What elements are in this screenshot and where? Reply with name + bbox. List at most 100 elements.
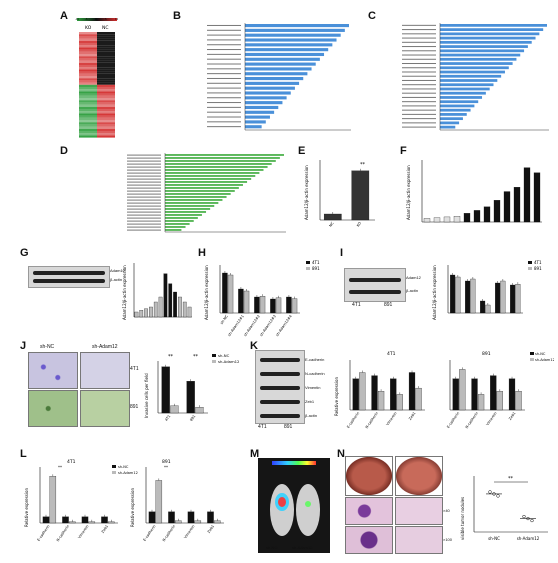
bar bbox=[440, 91, 486, 95]
panel-label-m: M bbox=[250, 448, 260, 460]
heatmap-cell bbox=[97, 47, 115, 50]
g-bar bbox=[139, 310, 144, 318]
bar bbox=[245, 62, 316, 66]
j-significance: ** bbox=[193, 354, 199, 360]
h-bar bbox=[254, 296, 260, 314]
j-row-label-4t1: 4T1 bbox=[130, 366, 139, 372]
heatmap-cell bbox=[97, 87, 115, 90]
l-right-bar bbox=[207, 511, 214, 524]
heatmap-cell bbox=[97, 128, 115, 131]
term-label bbox=[207, 111, 241, 113]
i-ylabel: Adam12/β-actin expression bbox=[432, 265, 437, 320]
heatmap-scale-tick: -10 bbox=[75, 18, 79, 21]
term-label bbox=[127, 211, 161, 213]
k-left-bar bbox=[371, 375, 378, 411]
heatmap-cell bbox=[79, 78, 97, 81]
l-right-tick-label: N-cadherin bbox=[162, 524, 176, 542]
m-label-nc: sh-NC bbox=[266, 545, 278, 550]
f-bar bbox=[473, 210, 481, 223]
n-point bbox=[492, 492, 496, 496]
i-bar bbox=[450, 274, 456, 314]
term-label bbox=[402, 101, 436, 103]
k-ylabel: Relative expression bbox=[334, 377, 339, 416]
f-bar bbox=[513, 187, 521, 223]
heatmap-cell bbox=[97, 126, 115, 129]
term-label bbox=[207, 97, 241, 99]
panel-e-chart: Adam12/β-actin expression NC KO ** bbox=[300, 150, 395, 240]
h-bar bbox=[243, 290, 250, 314]
heatmap-cell bbox=[79, 56, 97, 59]
k-left-tick-label: Vimentin bbox=[385, 411, 397, 426]
term-label bbox=[127, 217, 161, 219]
heatmap-cell bbox=[97, 43, 115, 46]
bar bbox=[440, 121, 460, 125]
bar bbox=[440, 117, 463, 121]
chart-b-svg bbox=[207, 23, 351, 131]
j-legend-swatch-adam12 bbox=[212, 360, 216, 363]
panel-n-chart: visible tumor nodules sh-NC sh-Adam12 ** bbox=[458, 470, 554, 555]
term-label bbox=[127, 181, 161, 183]
term-label bbox=[207, 49, 241, 51]
bar bbox=[165, 163, 272, 165]
l-right-tick-label: Zeb1 bbox=[207, 524, 215, 534]
heatmap-scale bbox=[77, 18, 117, 21]
k-right-tick-label: Zeb1 bbox=[508, 411, 516, 421]
f-bar bbox=[503, 191, 511, 223]
i-bar bbox=[510, 284, 516, 314]
j-bar bbox=[170, 405, 179, 414]
h-bar bbox=[291, 298, 298, 314]
e-tick-label: KO bbox=[356, 221, 362, 227]
k-cellline-4t1: 4T1 bbox=[258, 424, 267, 430]
bar bbox=[245, 28, 345, 32]
heatmap-cell bbox=[79, 49, 97, 52]
k-western-blot bbox=[255, 350, 305, 424]
k-right-bar bbox=[508, 378, 516, 411]
bar bbox=[245, 38, 337, 42]
heatmap-scale-ticks: -10 -5 0 5 10 bbox=[75, 17, 119, 21]
heatmap-col-ko: KO bbox=[85, 25, 92, 31]
l-left-bar bbox=[108, 521, 115, 524]
heatmap-cell bbox=[97, 91, 115, 94]
h-bar bbox=[270, 298, 276, 314]
heatmap-cell bbox=[79, 122, 97, 125]
heatmap-cell bbox=[97, 89, 115, 92]
bar bbox=[440, 83, 494, 87]
l-right-bar bbox=[168, 511, 175, 524]
heatmap-cell bbox=[97, 56, 115, 59]
l-left-bar bbox=[42, 516, 50, 524]
bar bbox=[440, 108, 471, 112]
g-band-adam12 bbox=[33, 271, 105, 275]
heatmap-cell bbox=[97, 135, 115, 138]
bar bbox=[165, 229, 182, 231]
l-legend-adam12: sh-Adam12 bbox=[118, 471, 138, 475]
n-point bbox=[496, 494, 500, 498]
e-bar bbox=[323, 213, 342, 221]
f-bar bbox=[423, 218, 431, 223]
k-left-bar bbox=[390, 378, 397, 411]
heatmap-cell bbox=[97, 115, 115, 118]
g-bar bbox=[149, 306, 153, 318]
k-legend-swatch-adam12 bbox=[530, 358, 534, 361]
l-legend-swatch-adam12 bbox=[112, 471, 116, 474]
term-label bbox=[207, 126, 241, 128]
l-left-tick-label: E-cadherin bbox=[37, 524, 51, 542]
i-bar bbox=[500, 280, 506, 314]
h-legend-4t1: 4T1 bbox=[312, 260, 320, 265]
term-label bbox=[402, 88, 436, 90]
heatmap-cell bbox=[79, 40, 97, 43]
heatmap-cell bbox=[79, 128, 97, 131]
bar bbox=[440, 49, 525, 53]
bar bbox=[165, 220, 194, 222]
bar bbox=[440, 53, 521, 57]
n-lung-nc bbox=[345, 456, 393, 496]
heatmap-cell bbox=[97, 95, 115, 98]
k-left-tick-label: E-cadherin bbox=[346, 411, 360, 429]
term-label bbox=[207, 92, 241, 94]
term-label bbox=[127, 178, 161, 180]
k-label-zeb1: Zeb1 bbox=[305, 399, 315, 404]
k-left-bar bbox=[377, 391, 385, 411]
heatmap-cell bbox=[79, 54, 97, 57]
term-label bbox=[402, 92, 436, 94]
heatmap-cell bbox=[97, 73, 115, 76]
term-label bbox=[402, 122, 436, 124]
